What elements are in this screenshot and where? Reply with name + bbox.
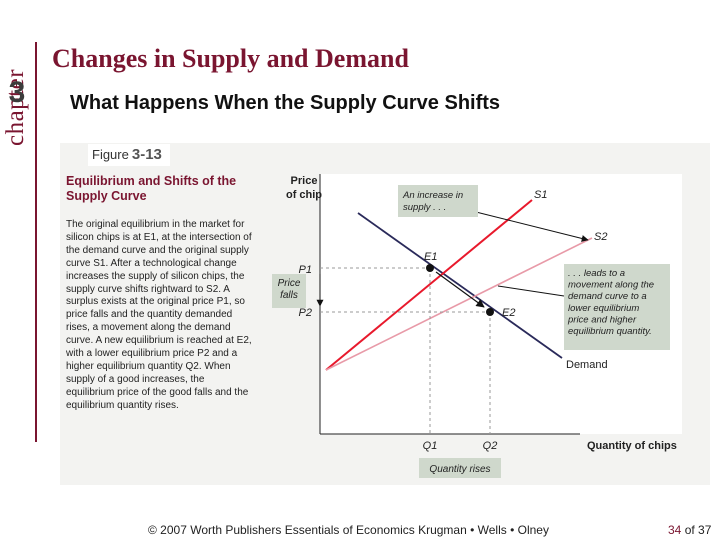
annotation-quantity-rises: Quantity rises (419, 458, 501, 478)
movement-arrow (435, 271, 485, 308)
figure-caption-body: The original equilibrium in the market f… (66, 219, 252, 411)
label-demand: Demand (566, 359, 608, 371)
ann-move-line: equilibrium quantity. (568, 326, 652, 337)
annotation-price-falls: Price falls (272, 274, 306, 308)
annotation-supply-increase-box (398, 185, 478, 217)
label-s2: S2 (594, 231, 607, 243)
divider-rule (35, 42, 37, 442)
demand-curve (357, 212, 563, 359)
annotation-quantity-rises-text: Quantity rises (429, 464, 490, 475)
supply-shift-arrow (475, 211, 589, 242)
supply-demand-chart: Price of chip Quantity of chips S1 S2 De… (272, 174, 682, 478)
annotation-supply-increase-text: An increase in supply . . . (402, 190, 463, 213)
figure-word: Figure (92, 147, 129, 162)
footer-credit: © 2007 Worth Publishers Essentials of Ec… (148, 523, 549, 537)
annotation-price-falls-text: Price falls (278, 278, 301, 301)
equilibrium-e1 (426, 264, 434, 272)
annotation-movement-text: . . . leads to a movement along the demand… (567, 268, 654, 337)
page-current: 34 (668, 523, 682, 537)
y-axis-label-line2: of chip (286, 189, 322, 201)
ann-move-line: demand curve to a (568, 291, 647, 302)
label-e1: E1 (424, 251, 437, 263)
figure-label: Figure 3-13 (92, 146, 162, 163)
ann-move-line: price and higher (567, 314, 637, 325)
figure-label-box (88, 144, 170, 166)
page-total: 37 (698, 523, 712, 537)
annotation-movement-box (564, 264, 670, 350)
page-number: 34 of 37 (668, 523, 711, 537)
ann-move-line: lower equilibrium (568, 303, 639, 314)
label-e2: E2 (502, 307, 515, 319)
annotation-movement: . . . leads to a movement along the demand… (564, 264, 670, 350)
figure-number: 3-13 (131, 146, 162, 163)
ann-price-line: falls (280, 290, 298, 301)
ann-supply-line: supply . . . (403, 202, 446, 213)
supply-curve-s2 (325, 237, 593, 371)
page-separator: of (681, 523, 699, 537)
label-s1: S1 (534, 189, 547, 201)
x-axis-label: Quantity of chips (587, 440, 677, 452)
chapter-number: 3 (8, 76, 26, 109)
label-q2: Q2 (483, 440, 498, 452)
ann-price-line: Price (278, 278, 301, 289)
label-p1: P1 (299, 264, 312, 276)
label-p2: P2 (299, 307, 312, 319)
equilibrium-e2 (486, 308, 494, 316)
annotation-price-falls-box (272, 274, 306, 308)
annotation-quantity-rises-box (419, 458, 501, 478)
ann-supply-line: An increase in (402, 190, 463, 201)
ann-move-line: . . . leads to a (568, 268, 625, 279)
slide-subtitle: What Happens When the Supply Curve Shift… (70, 92, 501, 114)
annotation-supply-increase: An increase in supply . . . (398, 185, 478, 217)
movement-note-pointer (497, 285, 565, 297)
slide-title: Changes in Supply and Demand (52, 44, 409, 73)
supply-curve-s1 (325, 199, 533, 371)
y-axis-label-line1: Price (291, 175, 318, 187)
figure-caption-title: Equilibrium and Shifts of the Supply Cur… (66, 174, 237, 203)
label-q1: Q1 (423, 440, 438, 452)
ann-move-line: movement along the (568, 280, 654, 291)
